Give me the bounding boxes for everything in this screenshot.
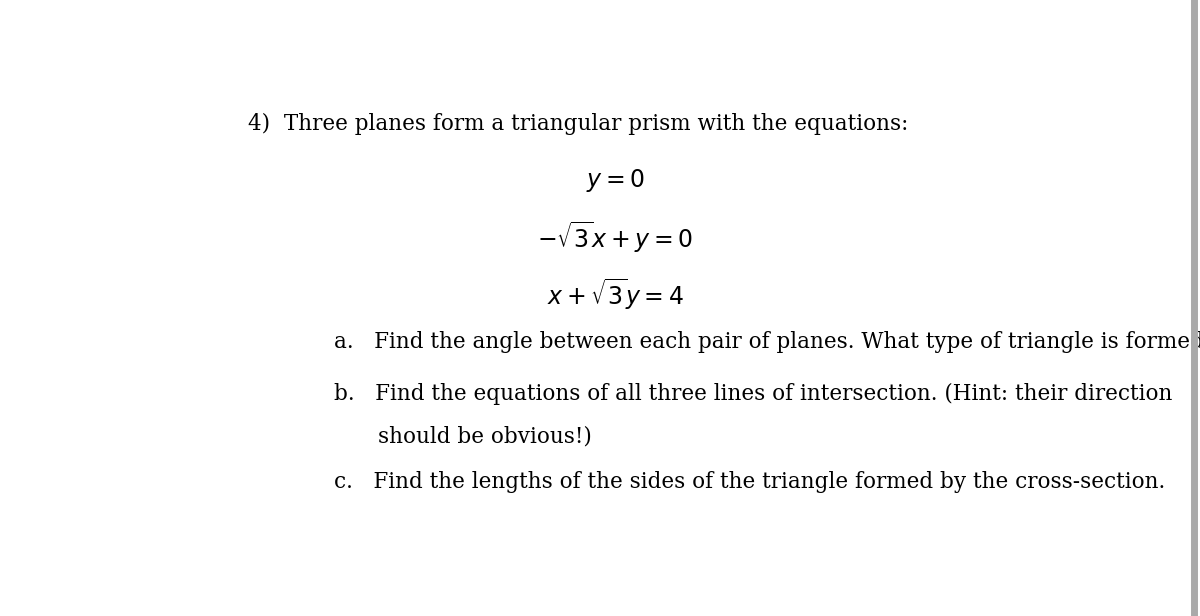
Text: c.   Find the lengths of the sides of the triangle formed by the cross-section.: c. Find the lengths of the sides of the … xyxy=(334,471,1165,493)
Text: 4)  Three planes form a triangular prism with the equations:: 4) Three planes form a triangular prism … xyxy=(247,113,908,135)
Text: $y = 0$: $y = 0$ xyxy=(586,167,644,194)
Text: $x + \sqrt{3}y = 4$: $x + \sqrt{3}y = 4$ xyxy=(546,277,684,312)
Text: a.   Find the angle between each pair of planes. What type of triangle is formed: a. Find the angle between each pair of p… xyxy=(334,331,1200,353)
Text: $-\sqrt{3}x + y = 0$: $-\sqrt{3}x + y = 0$ xyxy=(538,220,692,255)
Text: should be obvious!): should be obvious!) xyxy=(378,426,592,448)
Text: b.   Find the equations of all three lines of intersection. (Hint: their directi: b. Find the equations of all three lines… xyxy=(334,383,1172,405)
